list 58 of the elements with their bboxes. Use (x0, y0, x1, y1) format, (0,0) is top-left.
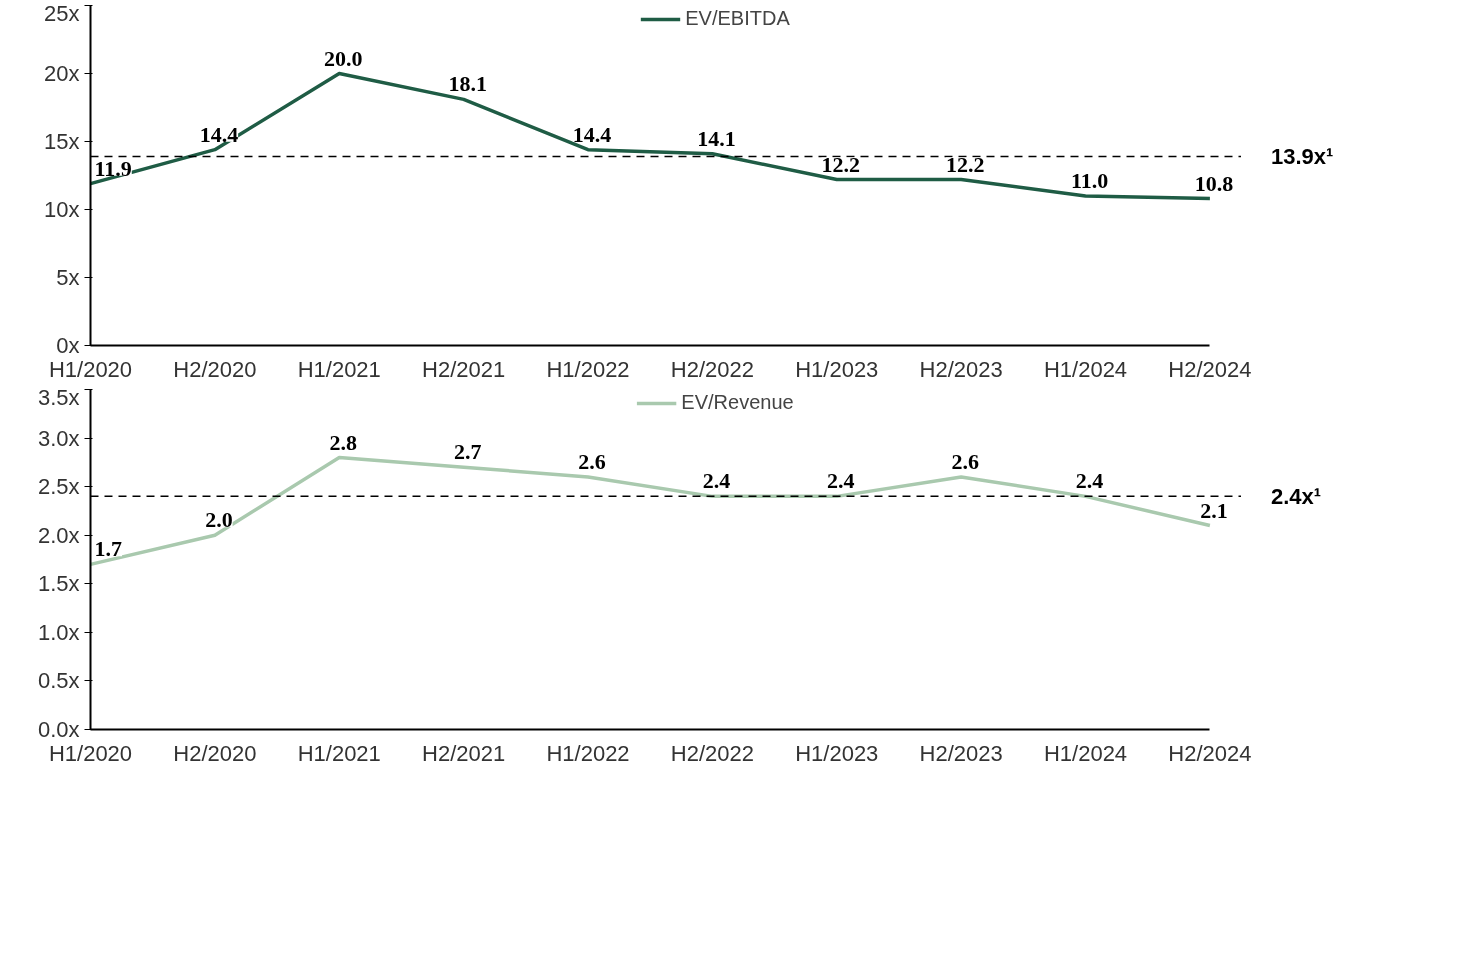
x-tick-label: H2/2022 (670, 356, 754, 382)
x-tick-label: H1/2020 (48, 356, 133, 382)
data-label: 14.1 (697, 125, 736, 151)
x-tick-label: H2/2021 (422, 740, 506, 766)
x-tick-label: H2/2022 (670, 740, 754, 766)
x-tick-label: H1/2021 (297, 740, 381, 766)
data-label: 11.0 (1070, 167, 1109, 193)
ref-line-label: 13.9x¹ (1271, 143, 1334, 169)
data-label: 20.0 (324, 45, 363, 71)
data-label: 14.4 (572, 121, 612, 147)
data-label: 2.4 (1075, 468, 1104, 494)
y-tick-label: 10x (44, 197, 80, 222)
data-label: 1.7 (94, 536, 122, 562)
data-label: 10.8 (1194, 170, 1234, 196)
data-label: 11.9 (94, 155, 132, 181)
data-label: 12.2 (821, 151, 861, 177)
x-tick-label: H2/2024 (1168, 740, 1252, 766)
data-label: 14.4 (199, 121, 239, 147)
y-tick-label: 25x (44, 0, 80, 26)
data-label: 2.1 (1200, 497, 1228, 523)
y-tick-label: 3.5x (37, 384, 80, 410)
x-tick-label: H1/2021 (297, 356, 381, 382)
y-tick-label: 1.0x (37, 619, 80, 645)
data-label: 2.4 (702, 468, 731, 494)
data-label: 2.7 (453, 439, 482, 465)
x-tick-label: H2/2023 (919, 356, 1003, 382)
legend-label: EV/EBITDA (685, 7, 790, 30)
x-tick-label: H1/2024 (1043, 740, 1128, 766)
data-label: 2.6 (951, 448, 979, 474)
x-tick-label: H2/2021 (422, 356, 506, 382)
x-tick-label: H1/2022 (546, 356, 630, 382)
y-tick-label: 3.0x (37, 425, 80, 451)
x-tick-label: H1/2024 (1043, 356, 1128, 382)
x-tick-label: H2/2024 (1168, 356, 1252, 382)
data-label: 18.1 (448, 71, 487, 97)
data-label: 2.6 (578, 448, 606, 474)
x-tick-label: H1/2023 (795, 356, 879, 382)
x-tick-label: H1/2023 (795, 740, 879, 766)
y-tick-label: 20x (44, 61, 80, 86)
x-tick-label: H1/2022 (546, 740, 630, 766)
y-tick-label: 15x (44, 129, 80, 154)
y-tick-label: 0.0x (37, 717, 80, 742)
ref-line-label: 2.4x¹ (1271, 483, 1322, 509)
y-tick-label: 2.5x (37, 474, 80, 500)
data-label: 12.2 (945, 151, 985, 177)
x-tick-label: H2/2020 (173, 740, 257, 766)
y-tick-label: 0x (56, 333, 80, 358)
data-label: 2.0 (205, 507, 233, 533)
data-label: 2.4 (827, 468, 855, 494)
y-tick-label: 2.0x (37, 522, 80, 548)
y-tick-label: 0.5x (37, 668, 80, 694)
legend-label: EV/Revenue (681, 391, 794, 414)
data-label: 2.8 (329, 429, 358, 455)
x-tick-label: H2/2023 (919, 740, 1003, 766)
x-tick-label: H2/2020 (173, 356, 257, 382)
y-tick-label: 1.5x (37, 571, 80, 597)
x-tick-label: H1/2020 (48, 740, 133, 766)
y-tick-label: 5x (56, 265, 80, 290)
